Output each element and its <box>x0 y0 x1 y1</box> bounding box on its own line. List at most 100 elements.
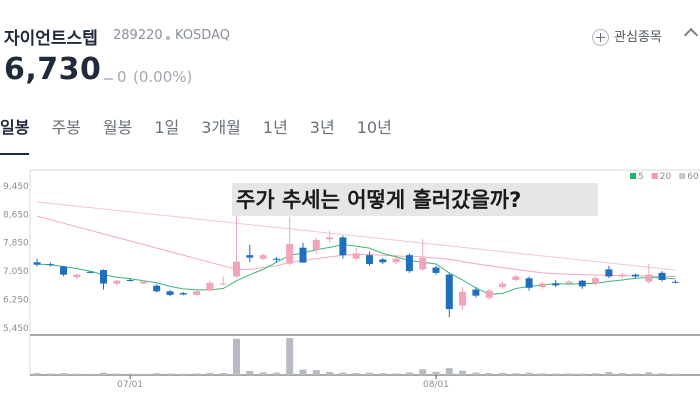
y-tick-label: 5,450 <box>3 324 29 334</box>
volume-bar <box>46 373 54 375</box>
volume-bar <box>445 368 453 375</box>
candle-body <box>565 281 573 284</box>
volume-bar <box>126 373 134 375</box>
candle-body <box>86 271 94 273</box>
candle-body <box>179 293 187 295</box>
candle-body <box>592 278 600 284</box>
legend-swatch <box>651 173 658 179</box>
volume-bar <box>565 373 573 375</box>
candle-body <box>459 291 467 306</box>
candle-body <box>233 261 240 277</box>
candle-body <box>499 283 506 288</box>
volume-bar <box>419 369 427 375</box>
tab[interactable]: 3개월 <box>201 118 241 137</box>
candle-body <box>153 285 161 292</box>
tab[interactable]: 10년 <box>356 118 392 137</box>
tab[interactable]: 1일 <box>154 118 180 137</box>
candle-body <box>632 274 639 277</box>
candle-body <box>405 255 413 272</box>
candle-body <box>578 280 586 287</box>
volume-bar <box>299 369 307 375</box>
volume-bar <box>632 373 639 375</box>
volume-bar <box>352 373 360 375</box>
volume-bar <box>512 373 520 375</box>
change: 0 <box>117 68 127 86</box>
volume-bar <box>139 373 147 375</box>
x-tick-label: 08/01 <box>423 380 449 390</box>
candle-body <box>392 258 400 263</box>
volume-bar <box>552 373 560 375</box>
volume-bar <box>179 373 187 375</box>
volume-bar <box>60 373 68 375</box>
tab[interactable]: 일봉 <box>0 114 30 155</box>
volume-bar <box>366 372 373 375</box>
annotation: 주가 추세는 어떻게 흘러갔을까? <box>236 188 521 212</box>
tab[interactable]: 주봉 <box>51 118 81 137</box>
volume-bar <box>392 373 400 375</box>
legend-label: 60 <box>687 172 699 182</box>
candle-body <box>113 280 121 284</box>
candle-body <box>485 290 493 298</box>
volume-bar <box>233 338 240 375</box>
candle-body <box>193 291 201 295</box>
volume-bar <box>405 372 413 375</box>
moving-average-line <box>36 201 676 271</box>
separator-dot <box>166 36 170 40</box>
candle-body <box>206 282 214 291</box>
candle-body <box>445 274 453 310</box>
candle-body <box>60 266 68 275</box>
candle-body <box>512 276 520 280</box>
candle-body <box>658 272 666 280</box>
candle-body <box>100 270 107 284</box>
candle-body <box>419 258 427 270</box>
candle-body <box>139 281 147 284</box>
price: 6,730 <box>4 52 102 87</box>
change-pct: (0.00%) <box>133 68 193 86</box>
candle-body <box>219 283 227 285</box>
candle-body <box>605 269 613 277</box>
candle-body <box>366 255 373 265</box>
volume-bar <box>671 373 679 375</box>
candle-body <box>46 264 54 266</box>
candle-body <box>538 283 546 288</box>
volume-bar <box>219 373 227 375</box>
candle-body <box>618 274 626 277</box>
stock-code: 289220 <box>113 28 163 43</box>
volume-bar <box>645 372 653 375</box>
x-tick-label: 07/01 <box>117 380 143 390</box>
volume-bar <box>73 373 81 375</box>
volume-bar <box>312 370 320 375</box>
watch-button[interactable]: 관심종목 <box>592 26 662 46</box>
legend-label: 5 <box>638 172 644 182</box>
market: KOSDAQ <box>175 28 230 43</box>
tab[interactable]: 3년 <box>309 118 335 137</box>
candle-body <box>272 258 280 260</box>
candle-body <box>352 253 360 259</box>
volume-bar <box>379 373 387 375</box>
candle-body <box>166 291 174 295</box>
volume-bar <box>578 373 586 375</box>
volume-bar <box>432 371 440 375</box>
tab[interactable]: 1년 <box>262 118 288 137</box>
y-tick-label: 7,850 <box>3 239 29 249</box>
candle-body <box>472 289 480 296</box>
volume-bar <box>286 338 294 375</box>
flat-icon <box>104 78 113 80</box>
volume-bar <box>206 372 214 375</box>
volume-bar <box>618 373 626 375</box>
stock-name: 자이언트스텝 <box>4 29 98 49</box>
volume-bar <box>499 372 506 375</box>
volume-bar <box>153 373 161 375</box>
candle-body <box>73 274 81 278</box>
y-tick-label: 7,050 <box>3 267 29 277</box>
tab[interactable]: 월봉 <box>102 118 133 137</box>
volume-bar <box>113 373 121 375</box>
volume-bar <box>272 372 280 375</box>
candle-body <box>552 283 560 286</box>
candle-body <box>645 274 653 282</box>
volume-bar <box>193 373 201 375</box>
volume-bar <box>485 373 493 375</box>
candle-body <box>525 278 533 288</box>
